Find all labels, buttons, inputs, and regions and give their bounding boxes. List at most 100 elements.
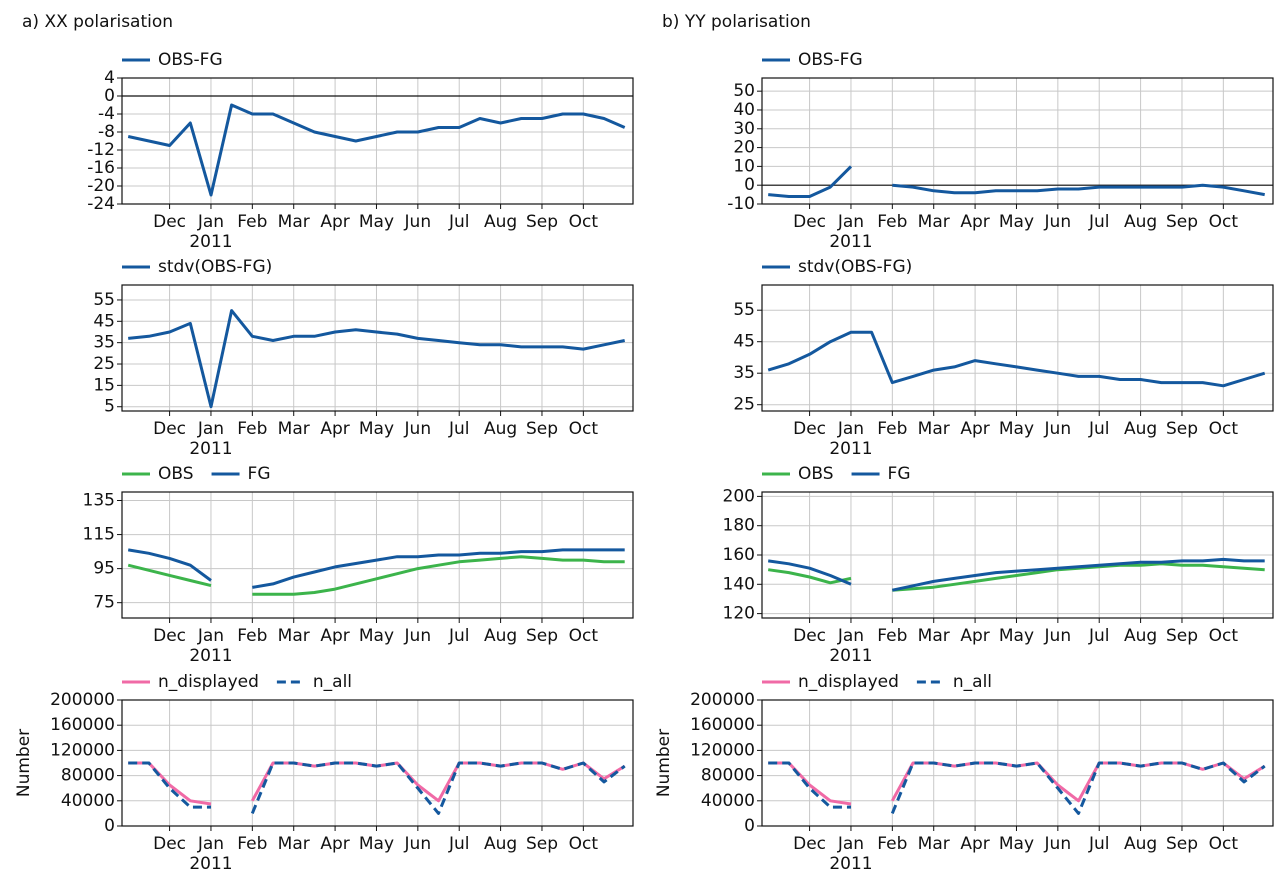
x-tick-label: Sep [1166,626,1198,646]
y-tick-label: 140 [723,574,755,594]
x-tick-label: Aug [1124,212,1157,232]
x-tick-label: Dec [153,212,186,232]
plot-frame [761,284,1274,412]
y-tick-label: 75 [93,593,115,613]
y-tick-label: -8 [98,122,115,142]
year-label: 2011 [189,854,232,874]
legend-label: n_displayed [798,672,899,692]
series-line [767,330,1266,388]
x-tick-label: Aug [484,212,517,232]
x-tick-label: Jan [837,626,864,646]
series-line [768,165,1265,198]
x-tick-label: Aug [484,626,517,646]
x-tick-label: Jan [197,419,224,439]
x-tick-label: Apr [320,419,349,439]
y-tick-label: 120 [723,604,755,624]
y-tick-label: 10 [733,156,755,176]
y-tick-label: -4 [98,104,115,124]
x-tick-label: Mar [918,212,950,232]
plot-frame [121,284,634,412]
x-tick-label: Jan [197,834,224,854]
y-axis-label: Number [14,729,34,797]
y-tick-label: 35 [733,363,755,383]
x-tick-label: Sep [526,626,558,646]
x-tick-label: Feb [877,626,907,646]
legend-label: FG [248,464,271,484]
x-tick-label: Jun [1044,419,1072,439]
y-tick-label: 200000 [50,690,115,710]
legend-label: OBS-FG [798,50,863,70]
x-tick-label: Oct [1209,626,1239,646]
year-label: 2011 [829,232,872,252]
plot-frame [121,77,634,205]
x-tick-label: Aug [1124,626,1157,646]
y-tick-label: 135 [83,491,115,511]
y-tick-label: 180 [723,516,755,536]
y-tick-label: 80000 [61,766,115,786]
y-tick-label: 4 [104,68,115,88]
x-tick-label: Feb [237,419,267,439]
series-line [767,557,1265,592]
x-tick-label: Jan [837,834,864,854]
x-tick-label: Jan [837,212,864,232]
x-tick-label: Aug [484,419,517,439]
x-tick-label: Oct [569,212,599,232]
x-tick-label: Jul [448,212,470,232]
series-line [127,555,625,596]
x-tick-label: Apr [960,419,989,439]
y-tick-label: -12 [87,140,115,160]
y-tick-label: 40 [733,100,755,120]
x-tick-label: Jul [448,419,470,439]
y-tick-label: 120000 [50,740,115,760]
x-tick-label: Feb [877,419,907,439]
series-line [128,761,626,815]
y-tick-label: 160 [723,545,755,565]
x-tick-label: Jun [404,212,432,232]
x-tick-label: Dec [793,212,826,232]
x-tick-label: Dec [793,626,826,646]
x-tick-label: Dec [153,626,186,646]
y-tick-label: 200 [723,486,755,506]
x-tick-label: Jun [404,626,432,646]
series-line [768,761,1266,815]
x-tick-label: Jan [197,626,224,646]
plot-frame [761,699,1274,827]
y-tick-label: 0 [744,175,755,195]
year-label: 2011 [189,439,232,459]
x-tick-label: Apr [960,626,989,646]
y-tick-label: 50 [733,81,755,101]
x-tick-label: May [999,212,1034,232]
x-tick-label: Sep [526,834,558,854]
legend-label: n_all [313,672,352,692]
x-tick-label: Oct [1209,419,1239,439]
x-tick-label: Sep [526,419,558,439]
year-label: 2011 [829,646,872,666]
y-tick-label: 160000 [50,715,115,735]
y-tick-label: 40000 [701,791,755,811]
x-tick-label: May [359,419,394,439]
plot-frame [121,699,634,827]
y-tick-label: 30 [733,119,755,139]
y-tick-label: -16 [87,158,115,178]
x-tick-label: Feb [237,834,267,854]
y-tick-label: -20 [87,176,115,196]
x-tick-label: May [359,834,394,854]
x-tick-label: Jul [448,834,470,854]
column-title: a) XX polarisation [22,12,173,32]
x-tick-label: Sep [1166,212,1198,232]
x-tick-label: Apr [320,626,349,646]
x-tick-label: Sep [526,212,558,232]
x-tick-label: Jun [404,834,432,854]
x-tick-label: Mar [918,626,950,646]
y-tick-label: 160000 [690,715,755,735]
plot-frame [761,77,1274,205]
y-tick-label: 95 [93,559,115,579]
y-tick-label: 15 [93,375,115,395]
x-tick-label: Feb [877,212,907,232]
x-tick-label: Oct [1209,212,1239,232]
x-tick-label: Apr [960,834,989,854]
y-tick-label: 120000 [690,740,755,760]
y-tick-label: 55 [93,290,115,310]
x-tick-label: May [999,626,1034,646]
